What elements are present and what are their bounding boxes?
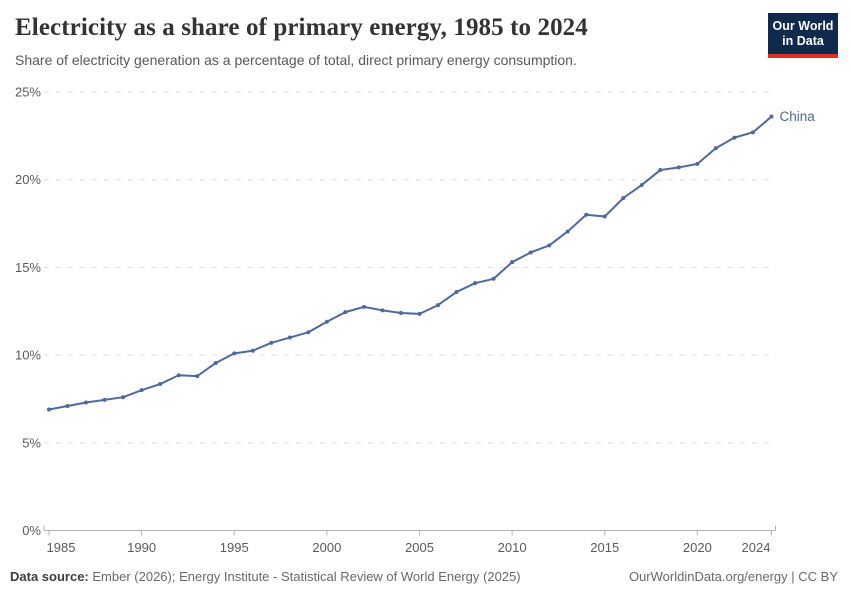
owid-logo-line2: in Data xyxy=(782,34,824,48)
data-source-note: Data source: Ember (2026); Energy Instit… xyxy=(10,569,521,584)
svg-text:15%: 15% xyxy=(15,260,41,275)
owid-logo-line1: Our World xyxy=(772,19,834,33)
svg-text:0%: 0% xyxy=(22,523,41,538)
svg-text:5%: 5% xyxy=(22,435,41,450)
svg-text:2020: 2020 xyxy=(683,540,712,555)
svg-text:1995: 1995 xyxy=(220,540,249,555)
page-title: Electricity as a share of primary energy… xyxy=(15,14,588,41)
svg-text:10%: 10% xyxy=(15,348,41,363)
svg-text:1985: 1985 xyxy=(47,540,76,555)
data-source-text: Ember (2026); Energy Institute - Statist… xyxy=(92,569,521,584)
svg-text:China: China xyxy=(779,109,815,124)
svg-text:2015: 2015 xyxy=(590,540,619,555)
owid-logo[interactable]: Our World in Data xyxy=(768,13,838,58)
chart-footer: Data source: Ember (2026); Energy Instit… xyxy=(10,569,838,584)
svg-text:2000: 2000 xyxy=(312,540,341,555)
svg-text:25%: 25% xyxy=(15,85,41,100)
chart-subtitle: Share of electricity generation as a per… xyxy=(15,52,577,68)
svg-text:1990: 1990 xyxy=(127,540,156,555)
license-note: OurWorldinData.org/energy | CC BY xyxy=(628,569,838,584)
svg-text:2024: 2024 xyxy=(742,540,771,555)
svg-text:20%: 20% xyxy=(15,172,41,187)
data-source-label: Data source: xyxy=(10,569,89,584)
svg-text:2010: 2010 xyxy=(498,540,527,555)
svg-text:2005: 2005 xyxy=(405,540,434,555)
